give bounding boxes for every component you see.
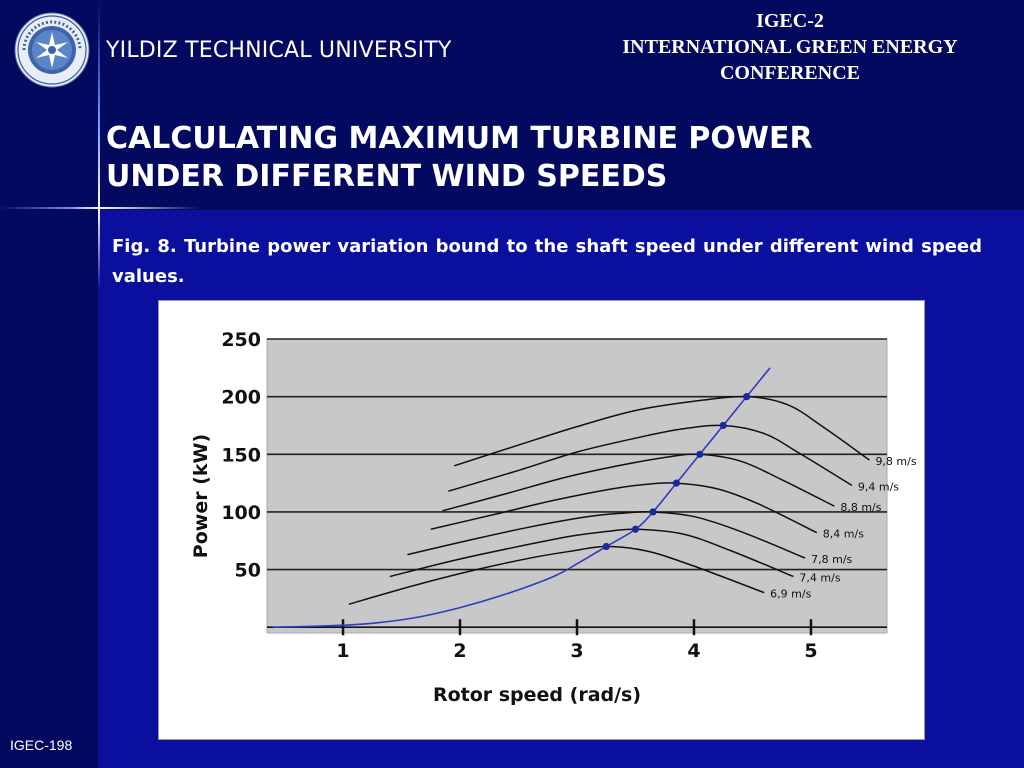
max-power-point xyxy=(672,479,681,487)
chart-container: 50 100 150 200 250 1 2 3 4 5 Rotor speed (rad/s) Po… xyxy=(158,300,925,740)
header-band xyxy=(0,0,1024,210)
decor-horizontal-line xyxy=(0,207,200,209)
x-tick-label: 1 xyxy=(336,640,349,662)
series-line xyxy=(442,453,835,512)
university-seal-icon xyxy=(14,12,90,88)
max-power-curve xyxy=(272,367,771,629)
max-power-point xyxy=(743,393,751,401)
series-line xyxy=(448,424,853,492)
y-tick-label: 100 xyxy=(221,502,261,524)
y-tick-label: 250 xyxy=(221,329,261,351)
series-line xyxy=(430,482,818,534)
series-line xyxy=(389,528,794,578)
slide-title: CALCULATING MAXIMUM TURBINE POWER UNDER … xyxy=(106,120,1006,196)
x-tick-label: 4 xyxy=(687,640,700,662)
y-tick-label: 50 xyxy=(235,560,261,582)
max-power-point xyxy=(719,421,727,430)
series-label: 7,4 m/s xyxy=(799,572,840,585)
x-tick-label: 3 xyxy=(570,640,583,662)
series-label: 8,8 m/s xyxy=(840,501,881,514)
conference-line: CONFERENCE xyxy=(719,62,860,84)
max-power-point xyxy=(631,525,640,533)
x-tick-label: 2 xyxy=(453,640,466,662)
figure-caption: Fig. 8. Turbine power variation bound to… xyxy=(112,236,982,287)
x-axis-title: Rotor speed (rad/s) xyxy=(433,684,641,706)
series-line xyxy=(453,395,870,467)
conference-line: IGEC-2 xyxy=(756,10,824,32)
x-tick-label: 5 xyxy=(804,640,817,662)
y-tick-label: 200 xyxy=(221,387,261,409)
series-label: 9,4 m/s xyxy=(858,480,899,493)
conference-line: INTERNATIONAL GREEN ENERGY xyxy=(622,36,958,58)
series-line xyxy=(407,511,806,559)
university-name: YILDIZ TECHNICAL UNIVERSITY xyxy=(106,38,452,63)
power-chart: 50 100 150 200 250 1 2 3 4 5 Rotor speed (rad/s) Po… xyxy=(190,329,917,706)
series-label: 9,8 m/s xyxy=(875,455,916,468)
conference-name: IGEC-2 INTERNATIONAL GREEN ENERGY CONFER… xyxy=(560,8,1020,86)
max-power-point xyxy=(602,542,610,551)
decor-vertical-line xyxy=(98,0,100,290)
footer-label: IGEC-198 xyxy=(10,737,73,753)
series-label: 8,4 m/s xyxy=(823,528,864,541)
y-axis-title: Power (kW) xyxy=(190,434,212,558)
slide-title-line: CALCULATING MAXIMUM TURBINE POWER xyxy=(106,121,813,156)
max-power-point xyxy=(649,508,657,516)
y-tick-label: 150 xyxy=(221,444,261,466)
max-power-point xyxy=(696,450,704,458)
plot-area xyxy=(266,338,888,634)
series-label: 7,8 m/s xyxy=(811,553,852,566)
series-line xyxy=(348,545,765,605)
series-label: 6,9 m/s xyxy=(770,588,811,601)
slide-title-line: UNDER DIFFERENT WIND SPEEDS xyxy=(106,159,668,194)
left-band xyxy=(0,0,98,768)
